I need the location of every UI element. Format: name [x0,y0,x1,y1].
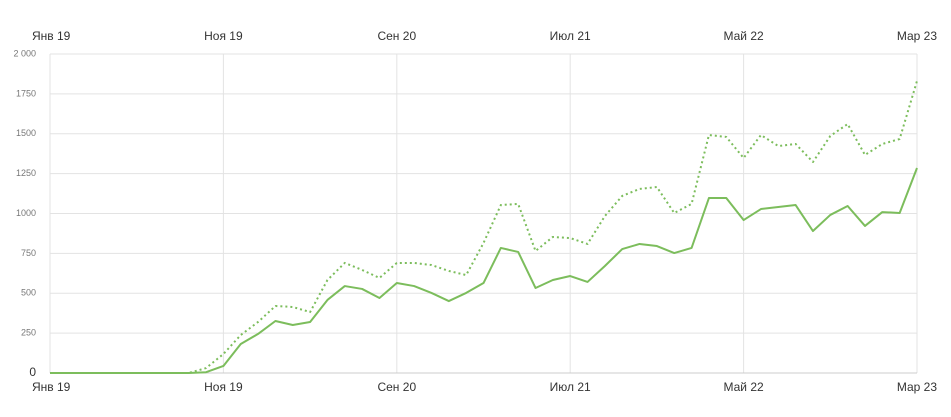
x-tick-label: Июл 21 [550,380,591,394]
x-tick-label-top: Май 22 [723,29,764,43]
x-tick-label: Ноя 19 [204,380,243,394]
x-tick-label: Май 22 [723,380,764,394]
y-tick-label: 250 [21,328,36,338]
x-tick-label-top: Сен 20 [377,29,416,43]
x-tick-label: Мар 23 [897,380,937,394]
y-tick-label: 1250 [16,168,36,178]
x-tick-label: Янв 19 [32,380,71,394]
x-tick-label-top: Мар 23 [897,29,937,43]
x-tick-label-top: Июл 21 [550,29,591,43]
x-tick-label: Сен 20 [377,380,416,394]
line-series [50,80,918,374]
y-tick-label: 750 [21,248,36,258]
x-tick-label-top: Ноя 19 [204,29,243,43]
y-tick-label: 2 000 [13,48,36,58]
y-tick-label: 1750 [16,88,36,98]
y-tick-label: 1500 [16,128,36,138]
line-series [50,167,918,374]
y-tick-label: 500 [21,288,36,298]
y-tick-label: 0 [29,365,36,379]
x-tick-label-top: Янв 19 [32,29,71,43]
y-tick-label: 1000 [16,208,36,218]
